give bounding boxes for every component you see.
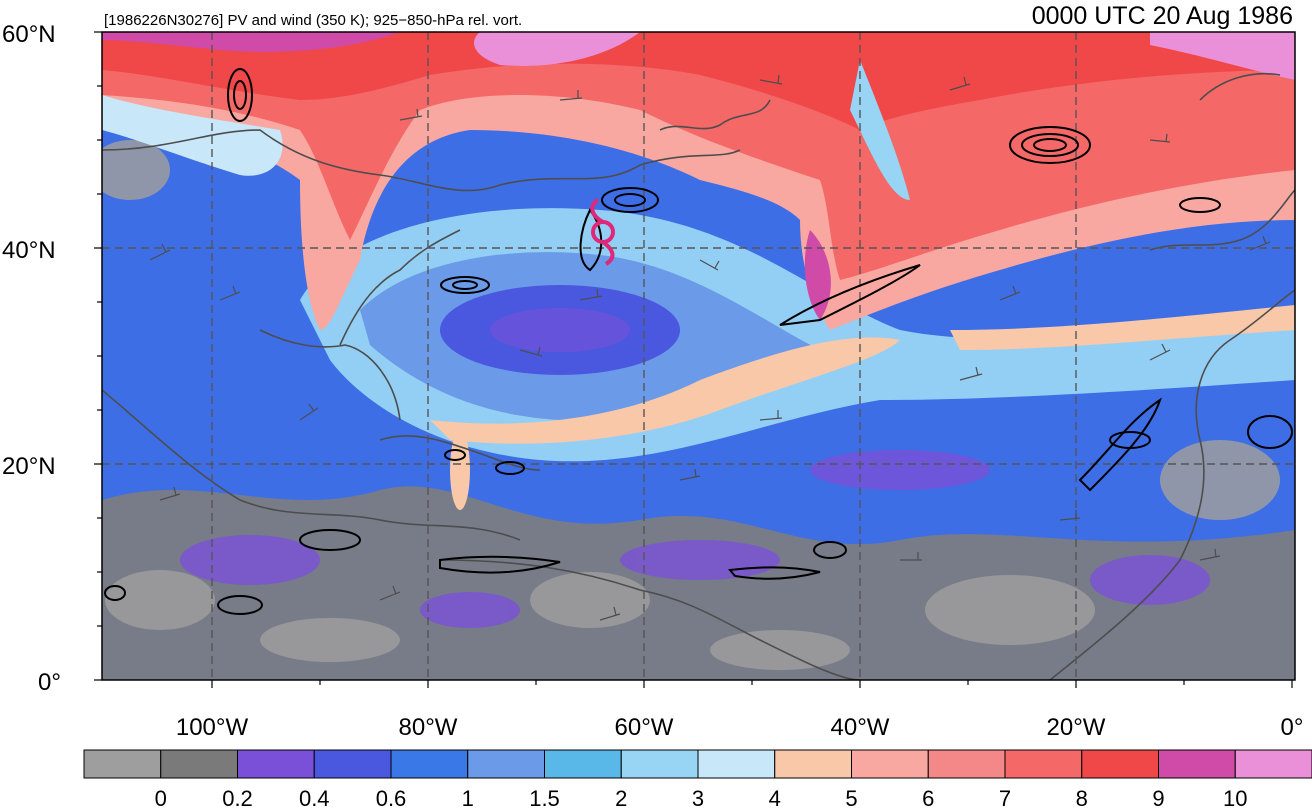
axis-ticks bbox=[94, 31, 1293, 688]
coastlines bbox=[102, 72, 1295, 680]
lat-label-0: 0° bbox=[38, 669, 61, 696]
lat-label-60n: 60°N bbox=[2, 21, 56, 48]
tropical-cyclone-icon bbox=[590, 198, 615, 266]
tropical-cyclone-arm-south bbox=[601, 240, 615, 266]
high-pv-streamer bbox=[102, 32, 1295, 330]
colorbar-swatch bbox=[83, 749, 162, 779]
wind-barbs bbox=[149, 74, 1271, 621]
colorbar-swatch bbox=[390, 749, 469, 779]
colorbar-label: 3 bbox=[692, 786, 704, 810]
latitude-labels: 60°N 40°N 20°N 0° bbox=[2, 21, 61, 696]
colorbar-label: 8 bbox=[1076, 786, 1088, 810]
lon-label-0: 0° bbox=[1281, 714, 1304, 741]
colorbar-label: 1.5 bbox=[529, 786, 560, 810]
lat-label-20n: 20°N bbox=[2, 453, 56, 480]
colorbar-swatch bbox=[927, 749, 1006, 779]
vorticity-contours bbox=[104, 68, 1293, 615]
colorbar-swatch bbox=[467, 749, 545, 779]
colorbar-swatch bbox=[1234, 749, 1312, 779]
colorbar-label: 1 bbox=[462, 786, 474, 810]
plot-title-right: 0000 UTC 20 Aug 1986 bbox=[1032, 2, 1293, 30]
colorbar-label: 0.4 bbox=[299, 786, 330, 810]
colorbar-label: 5 bbox=[845, 786, 857, 810]
lon-label-60w: 60°W bbox=[615, 714, 674, 741]
colorbar-swatch bbox=[620, 749, 699, 779]
longitude-labels: 100°W 80°W 60°W 40°W 20°W 0° bbox=[176, 714, 1304, 741]
colorbar-swatch bbox=[160, 749, 238, 779]
colorbar-swatch bbox=[313, 749, 392, 779]
colorbar-label: 0 bbox=[155, 786, 167, 810]
map-panel bbox=[102, 32, 1295, 680]
colorbar-label: 6 bbox=[922, 786, 934, 810]
colorbar-swatch bbox=[697, 749, 776, 779]
colorbar-label: 0.6 bbox=[376, 786, 407, 810]
anticyclone-ring bbox=[300, 208, 1295, 462]
lon-label-20w: 20°W bbox=[1047, 714, 1106, 741]
lon-label-40w: 40°W bbox=[831, 714, 890, 741]
plot-title-left: [1986226N30276] PV and wind (350 K); 925… bbox=[104, 12, 522, 29]
colorbar-swatch bbox=[1158, 749, 1236, 779]
colorbar-label: 2 bbox=[615, 786, 627, 810]
colorbar-label: 0.2 bbox=[222, 786, 253, 810]
colorbar-label: 9 bbox=[1152, 786, 1164, 810]
colorbar-label: 7 bbox=[999, 786, 1011, 810]
lon-label-80w: 80°W bbox=[399, 714, 458, 741]
colorbar-swatch bbox=[237, 749, 315, 779]
colorbar-swatch bbox=[1081, 749, 1159, 779]
lon-label-100w: 100°W bbox=[176, 714, 249, 741]
colorbar-label: 10 bbox=[1223, 786, 1247, 810]
low-pv-patches bbox=[102, 140, 1280, 670]
colorbar-swatch bbox=[774, 749, 852, 779]
lat-label-40n: 40°N bbox=[2, 237, 56, 264]
mid-pv-patches bbox=[180, 450, 1210, 628]
tropical-cyclone-arm-north bbox=[590, 198, 605, 224]
pv-colorbar: 0 0.2 0.4 0.6 1 1.5 2 3 4 5 6 7 8 9 10 bbox=[83, 749, 1312, 810]
colorbar-label: 4 bbox=[769, 786, 781, 810]
colorbar-swatch bbox=[544, 749, 622, 779]
colorbar-swatch bbox=[1004, 749, 1083, 779]
colorbar-swatch bbox=[851, 749, 929, 779]
